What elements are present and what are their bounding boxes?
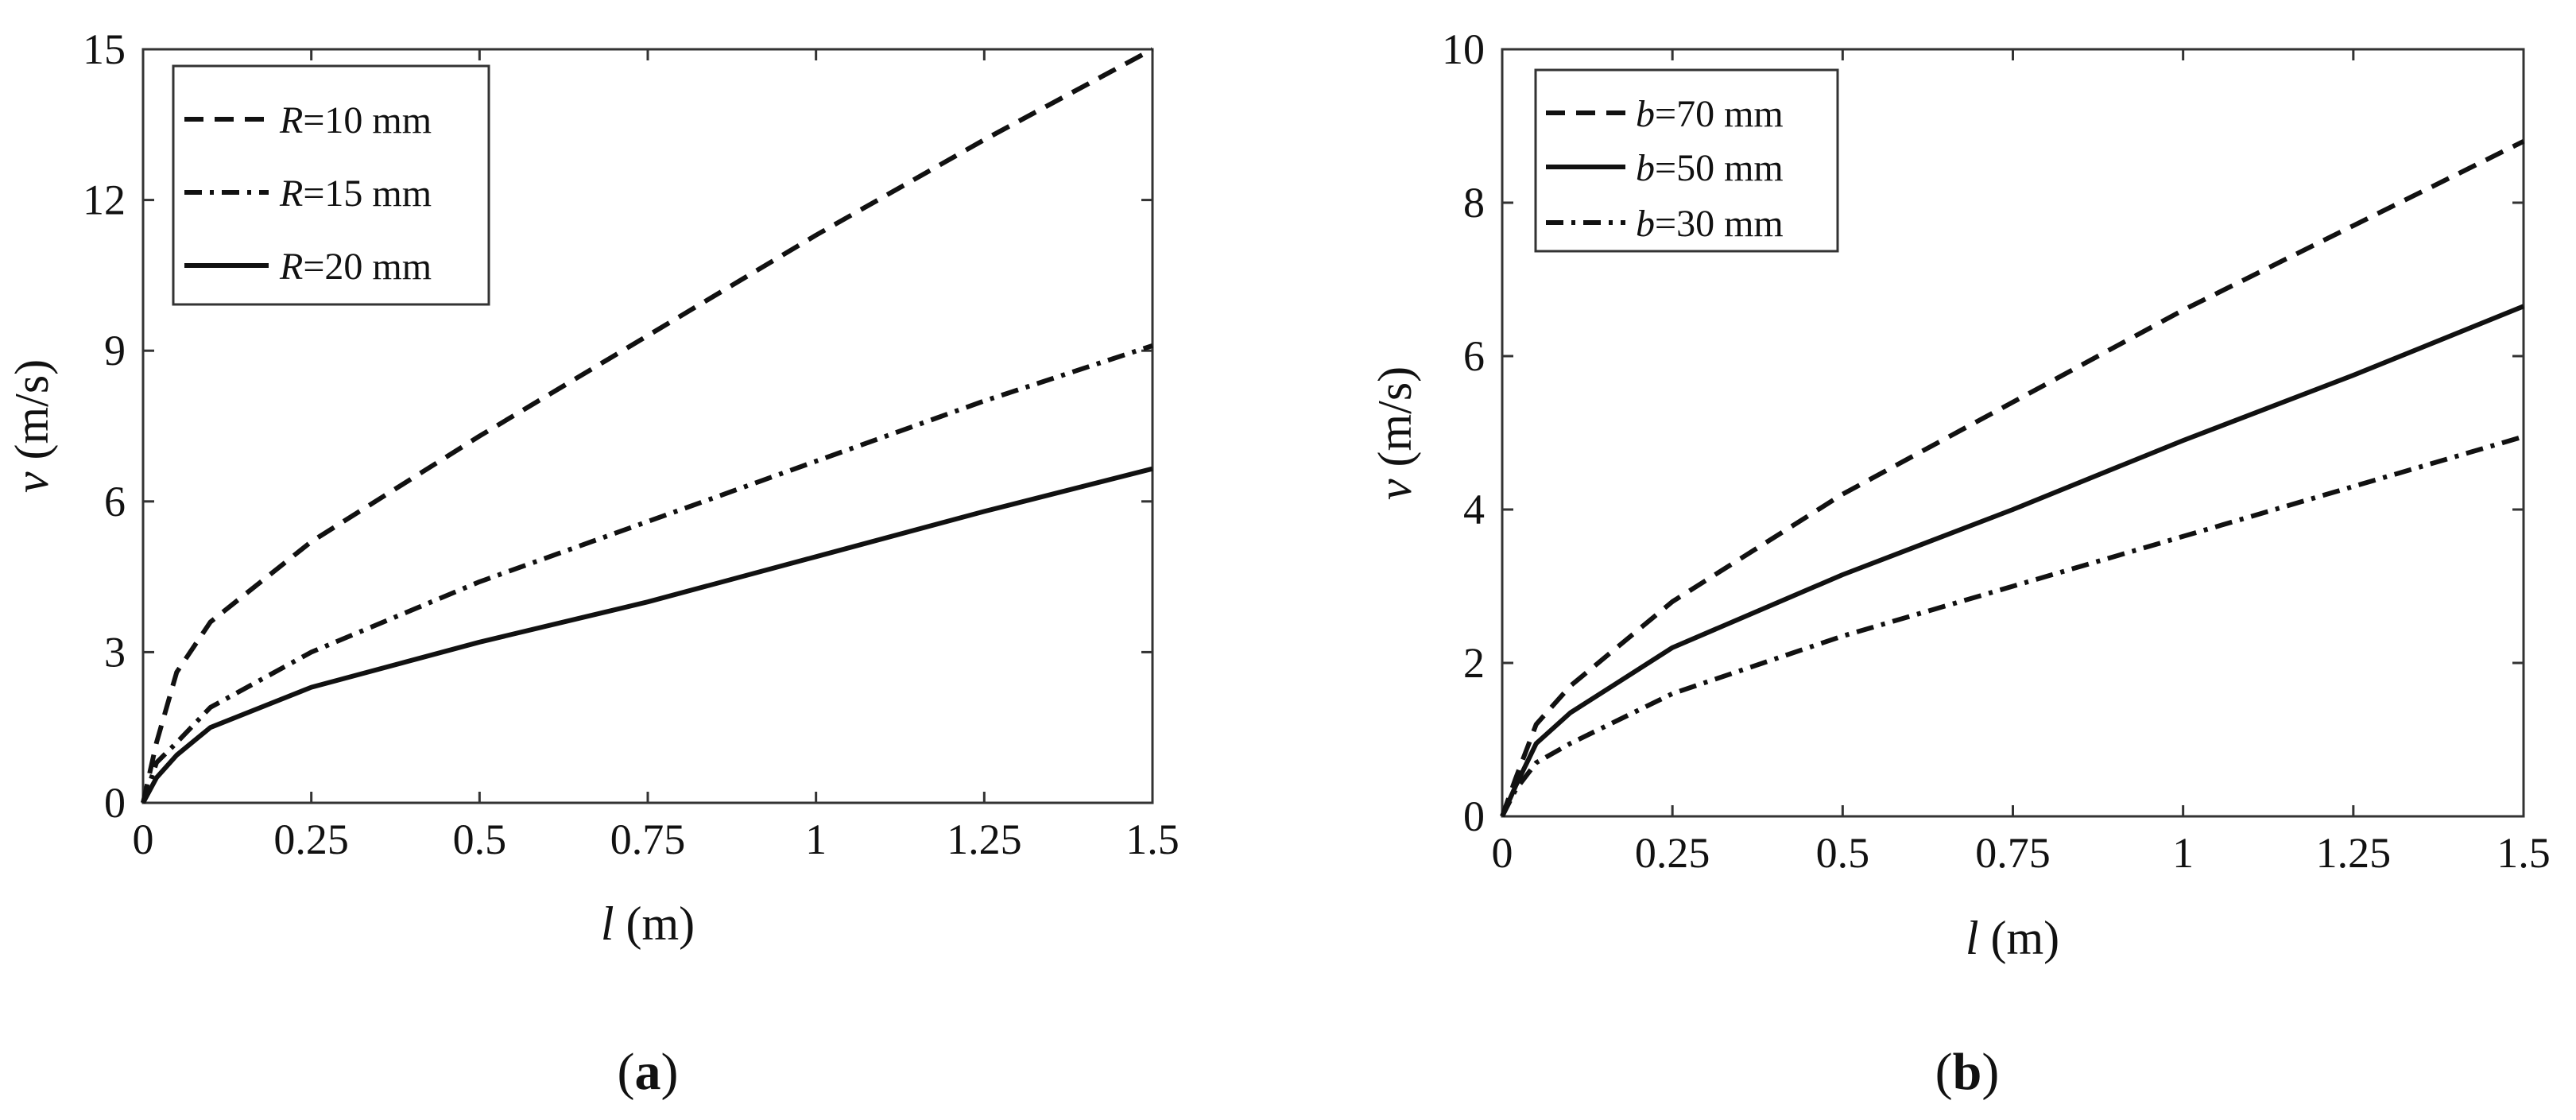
legend-label-r20: =20 mm bbox=[303, 246, 432, 288]
x-tick-label: 1.5 bbox=[1125, 816, 1180, 863]
legend-label-b30: =30 mm bbox=[1655, 203, 1784, 245]
y-axis-unit: (m/s) bbox=[1369, 366, 1421, 479]
y-tick-label: 12 bbox=[83, 176, 126, 224]
x-axis-unit: (m) bbox=[614, 897, 695, 950]
legend-entry-b30: b=30 mm bbox=[1636, 203, 1784, 245]
y-tick-label: 0 bbox=[1463, 793, 1485, 840]
y-axis-label: v (m/s) bbox=[6, 359, 58, 493]
x-tick-label: 0.5 bbox=[453, 816, 507, 863]
series-line-b-0 bbox=[1500, 139, 2525, 818]
panel-letter: a bbox=[635, 1043, 661, 1101]
panel-letter: b bbox=[1953, 1043, 1982, 1101]
x-tick-label: 0.25 bbox=[273, 816, 349, 863]
legend-symbol: b bbox=[1636, 203, 1655, 245]
y-axis-unit: (m/s) bbox=[6, 359, 58, 472]
legend-symbol: R bbox=[279, 246, 303, 288]
x-tick-label: 0.75 bbox=[1975, 829, 2051, 877]
tick-group: 0 0.25 0.5 0.75 1 1.25 1.5 0 2 4 6 8 10 bbox=[1442, 25, 2551, 877]
legend-label-b50: =50 mm bbox=[1655, 147, 1784, 189]
legend-label-r15: =15 mm bbox=[303, 172, 432, 215]
y-tick-label: 0 bbox=[104, 779, 126, 827]
x-tick-label: 0 bbox=[1492, 829, 1513, 877]
x-axis-symbol: l bbox=[601, 897, 614, 950]
legend-symbol: b bbox=[1636, 147, 1655, 189]
y-tick-label: 6 bbox=[1463, 332, 1485, 380]
series-group bbox=[1500, 139, 2525, 818]
y-tick-label: 6 bbox=[104, 478, 126, 525]
series-group bbox=[141, 47, 1154, 804]
panel-paren-close: ) bbox=[1981, 1043, 1999, 1101]
y-tick-label: 10 bbox=[1442, 25, 1485, 73]
x-tick-label: 0.75 bbox=[610, 816, 686, 863]
y-axis-symbol: v bbox=[6, 471, 58, 493]
x-tick-label: 1 bbox=[805, 816, 827, 863]
y-tick-label: 9 bbox=[104, 327, 126, 374]
legend-entry-b50: b=50 mm bbox=[1636, 147, 1784, 189]
panel-paren-close: ) bbox=[661, 1043, 679, 1101]
y-tick-label: 8 bbox=[1463, 179, 1485, 227]
y-tick-label: 2 bbox=[1463, 639, 1485, 687]
panel-paren-open: ( bbox=[1935, 1043, 1953, 1101]
x-axis-label: l (m) bbox=[601, 897, 695, 950]
legend-entry-r15: R=15 mm bbox=[279, 172, 432, 215]
legend-entry-b70: b=70 mm bbox=[1636, 93, 1784, 135]
x-axis-unit: (m) bbox=[1979, 912, 2060, 964]
x-tick-label: 1.25 bbox=[947, 816, 1022, 863]
legend-entry-r20: R=20 mm bbox=[279, 246, 432, 288]
y-axis-label: v (m/s) bbox=[1369, 366, 1421, 500]
legend-symbol: b bbox=[1636, 93, 1655, 135]
legend-entry-r10: R=10 mm bbox=[279, 99, 432, 141]
panel-paren-open: ( bbox=[618, 1043, 635, 1101]
legend-label-b70: =70 mm bbox=[1655, 93, 1784, 135]
panel-label-b: (b) bbox=[1935, 1043, 2000, 1101]
y-axis-symbol: v bbox=[1369, 479, 1421, 500]
panel-label-a: (a) bbox=[618, 1043, 679, 1101]
x-tick-label: 1.5 bbox=[2497, 829, 2551, 877]
x-tick-label: 1.25 bbox=[2316, 829, 2392, 877]
x-tick-label: 1 bbox=[2172, 829, 2194, 877]
legend: b=70 mm b=50 mm b=30 mm bbox=[1534, 68, 1839, 253]
legend-symbol: R bbox=[279, 99, 303, 141]
legend: R=10 mm R=15 mm R=20 mm bbox=[172, 64, 490, 306]
series-line-b-2 bbox=[1500, 434, 2524, 818]
x-tick-label: 0 bbox=[133, 816, 154, 863]
series-line-a-0 bbox=[141, 47, 1154, 804]
legend-symbol: R bbox=[279, 172, 303, 215]
x-axis-label: l (m) bbox=[1966, 912, 2059, 964]
x-tick-label: 0.5 bbox=[1816, 829, 1870, 877]
x-tick-label: 0.25 bbox=[1635, 829, 1710, 877]
x-axis-symbol: l bbox=[1966, 912, 1979, 964]
series-line-b-1 bbox=[1500, 304, 2525, 818]
series-line-a-2 bbox=[141, 466, 1153, 804]
series-line-a-1 bbox=[141, 343, 1153, 804]
y-tick-label: 15 bbox=[83, 25, 126, 73]
y-tick-label: 3 bbox=[104, 628, 126, 676]
legend-label-r10: =10 mm bbox=[303, 99, 432, 141]
tick-group: 0 0.25 0.5 0.75 1 1.25 1.5 0 3 6 9 12 15 bbox=[83, 25, 1180, 863]
y-tick-label: 4 bbox=[1463, 486, 1485, 533]
